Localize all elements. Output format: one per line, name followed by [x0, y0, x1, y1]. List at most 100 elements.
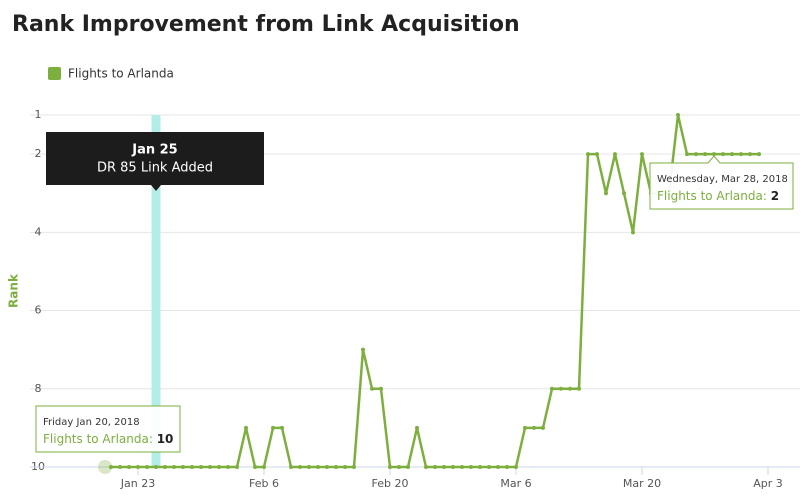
point: [613, 152, 617, 157]
tooltip-value: 2: [771, 189, 779, 203]
point: [478, 465, 482, 469]
point: [694, 152, 698, 157]
point: [127, 465, 131, 469]
point: [208, 465, 212, 469]
point: [217, 465, 221, 469]
point: [559, 386, 563, 391]
point: [505, 465, 509, 469]
point: [433, 465, 437, 469]
point: [190, 465, 194, 469]
point: [136, 465, 140, 469]
annotation: Jan 25 DR 85 Link Added: [46, 132, 264, 191]
point: [181, 465, 185, 469]
point: [496, 465, 500, 469]
point: [172, 465, 176, 469]
point: [415, 425, 419, 430]
point: [730, 152, 734, 157]
point: [460, 465, 464, 469]
point: [262, 465, 266, 469]
plot-band: [151, 115, 161, 467]
point: [235, 465, 239, 469]
tooltip-line: Flights to Arlanda: 2: [657, 189, 779, 203]
point: [523, 425, 527, 430]
y-axis-title: Rank: [7, 273, 21, 308]
point: [280, 425, 284, 430]
point: [604, 191, 608, 196]
point: [577, 386, 581, 391]
point: [721, 152, 725, 157]
y-tick-label: 4: [35, 225, 42, 238]
point: [352, 465, 356, 469]
point: [442, 465, 446, 469]
point: [451, 465, 455, 469]
point: [676, 113, 680, 117]
point: [334, 465, 338, 469]
point: [406, 465, 410, 469]
point: [307, 465, 311, 469]
tooltip-box: [35, 405, 181, 453]
point: [514, 465, 518, 469]
point: [640, 152, 644, 157]
point: [469, 465, 473, 469]
chart-title: Rank Improvement from Link Acquisition: [12, 12, 520, 37]
annotation-text: DR 85 Link Added: [97, 161, 213, 176]
tooltip-line: Flights to Arlanda: 10: [43, 432, 173, 446]
tooltip: Friday Jan 20, 2018 Flights to Arlanda: 1…: [35, 405, 181, 453]
legend-label: Flights to Arlanda: [68, 67, 174, 81]
point: [622, 191, 626, 196]
point: [568, 386, 572, 391]
y-tick-label: 8: [35, 382, 42, 395]
point: [595, 152, 599, 157]
point: [757, 152, 761, 157]
point: [685, 152, 689, 157]
point: [532, 425, 536, 430]
point: [631, 230, 635, 235]
point: [424, 465, 428, 469]
tooltip-box: [649, 155, 794, 210]
x-tick-label: Mar 6: [500, 477, 531, 490]
annotation-box: [46, 132, 264, 191]
point: [370, 386, 374, 391]
x-tick-label: Jan 23: [120, 477, 155, 490]
point: [541, 425, 545, 430]
tooltip-sep: :: [763, 189, 771, 203]
tooltip-series: Flights to Arlanda: [43, 432, 149, 446]
tooltip-date: Wednesday, Mar 28, 2018: [657, 174, 788, 185]
point: [397, 465, 401, 469]
x-tick-label: Feb 6: [249, 477, 279, 490]
point: [199, 465, 203, 469]
point: [316, 465, 320, 469]
y-tick-label: 6: [35, 304, 42, 317]
y-tick-label: 2: [35, 147, 42, 160]
point: [703, 152, 707, 157]
x-tick-label: Apr 3: [753, 477, 783, 490]
point: [748, 152, 752, 157]
tooltip-sep: :: [149, 432, 157, 446]
point: [712, 152, 716, 157]
point: [226, 465, 230, 469]
point: [361, 347, 365, 352]
point: [739, 152, 743, 157]
point: [145, 465, 149, 469]
point: [253, 465, 257, 469]
tooltip: Wednesday, Mar 28, 2018 Flights to Arland…: [649, 155, 794, 210]
point: [388, 465, 392, 469]
point: [325, 465, 329, 469]
point: [550, 386, 554, 391]
legend-swatch: [48, 67, 61, 80]
tooltip-date: Friday Jan 20, 2018: [43, 417, 140, 428]
point: [163, 465, 167, 469]
x-tick-label: Mar 20: [623, 477, 661, 490]
hover-halo: [98, 460, 112, 474]
point: [289, 465, 293, 469]
point: [118, 465, 122, 469]
point: [586, 152, 590, 157]
point: [154, 465, 158, 469]
tooltip-value: 10: [157, 432, 174, 446]
annotation-title: Jan 25: [131, 143, 177, 158]
point: [343, 465, 347, 469]
point: [109, 465, 113, 469]
point: [244, 425, 248, 430]
y-tick-label: 1: [35, 108, 42, 121]
